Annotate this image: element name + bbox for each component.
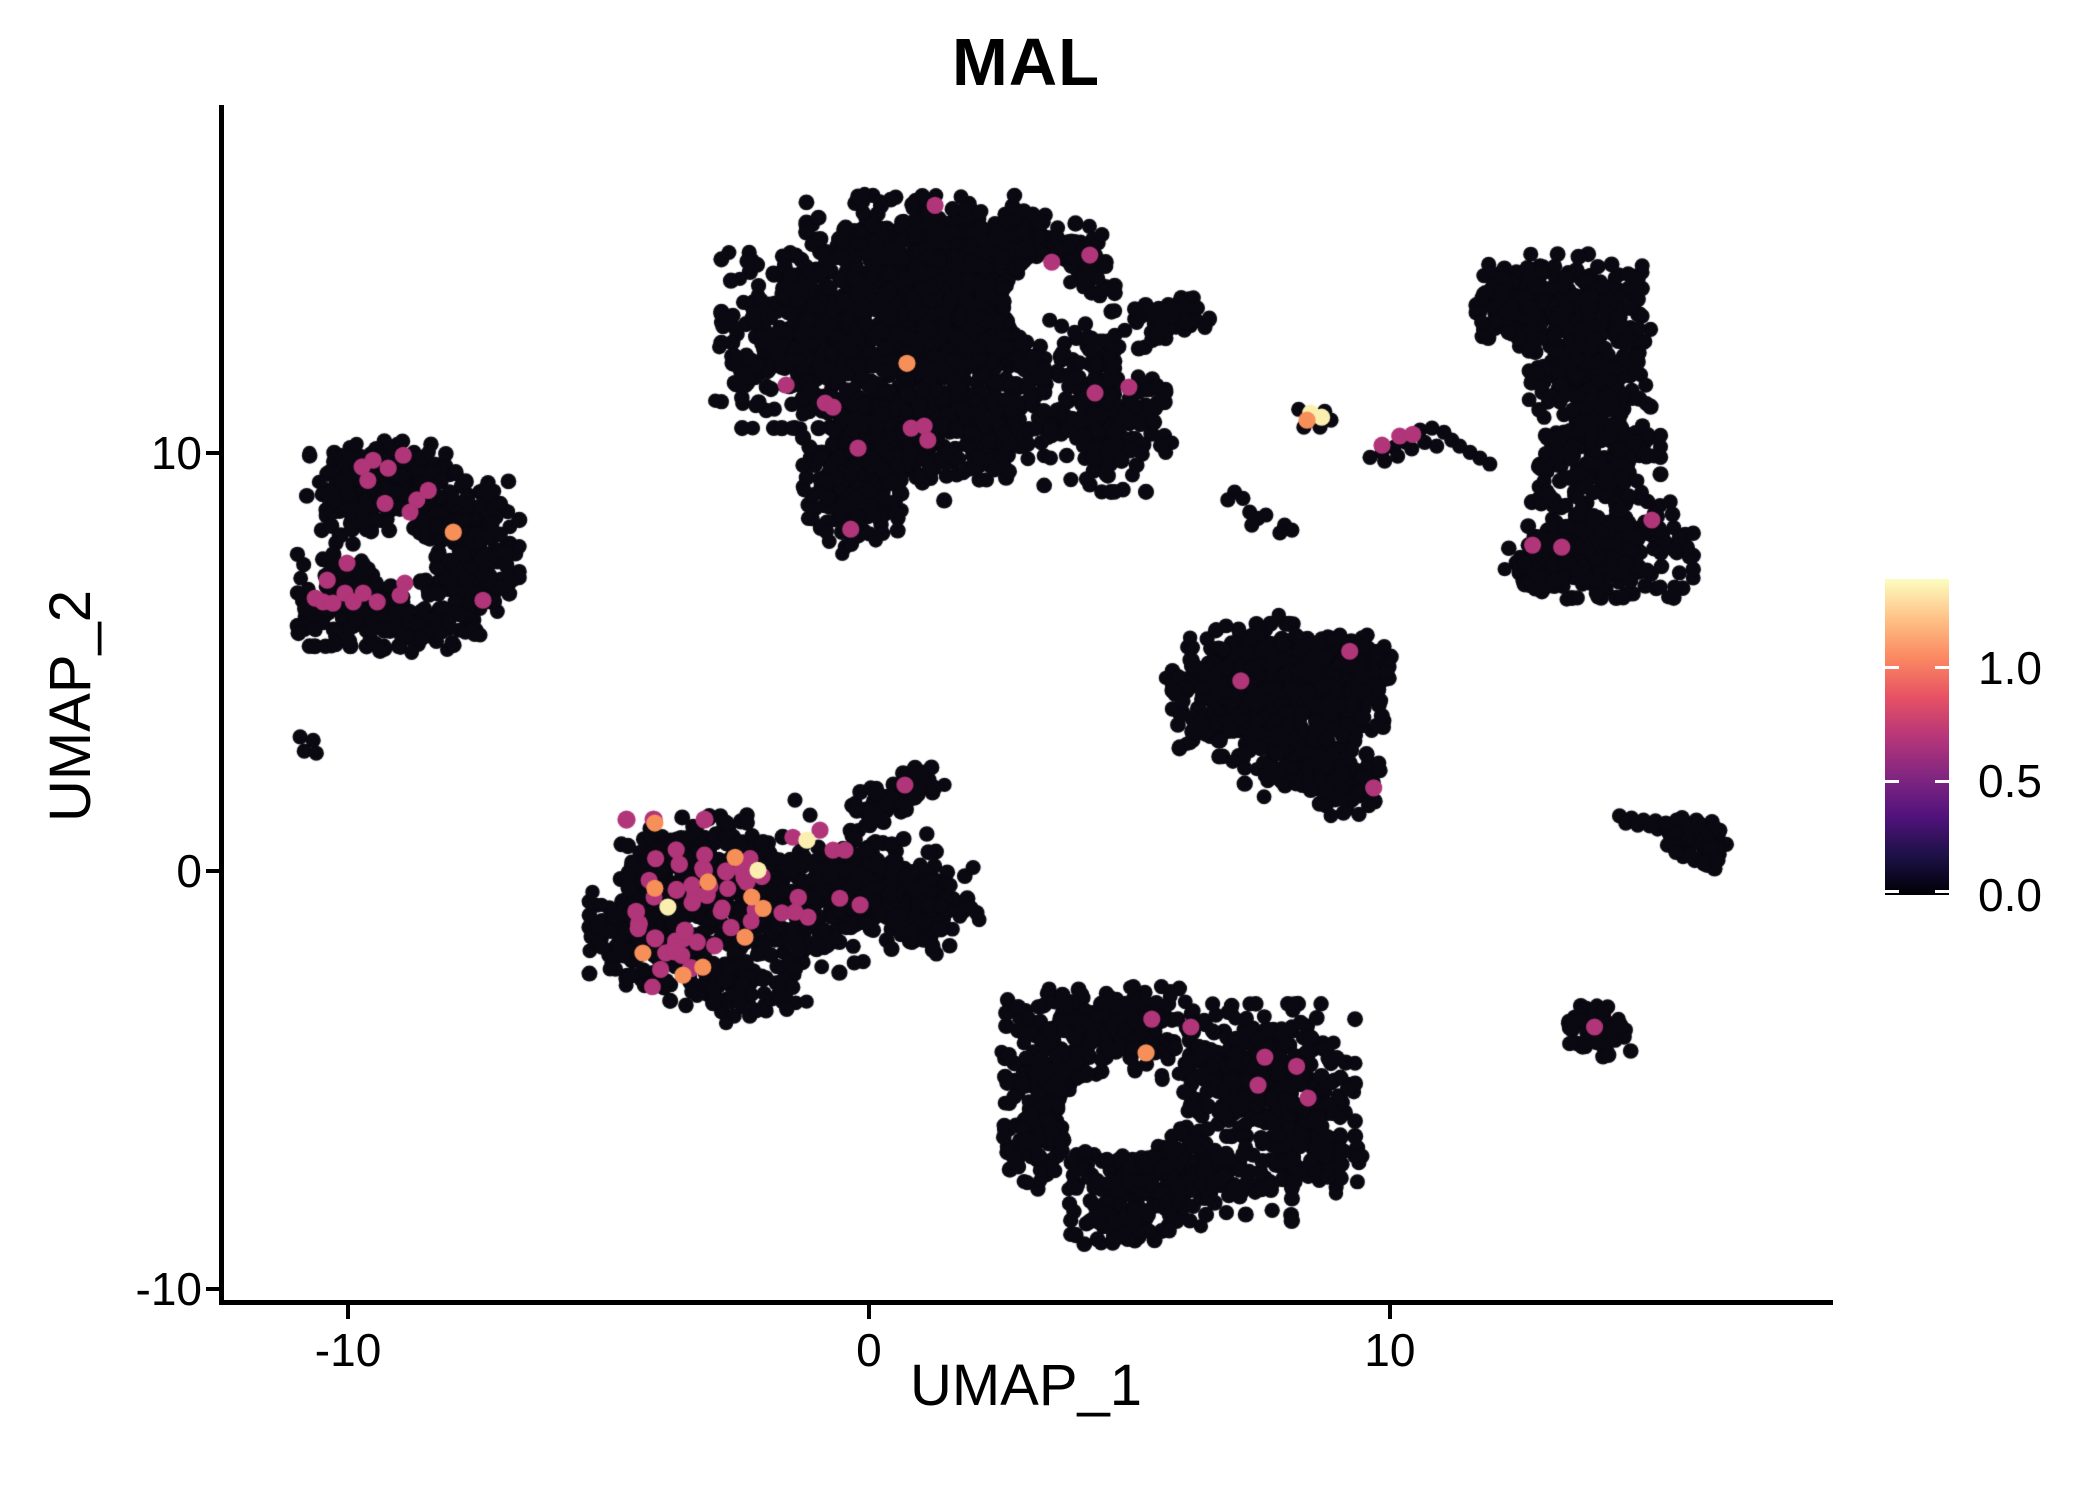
x-tick-label: 10: [1364, 1324, 1416, 1376]
y-axis-line: [219, 105, 224, 1305]
plot-title: MAL: [951, 25, 1101, 100]
y-tick-mark: [206, 869, 220, 874]
x-tick-mark: [1387, 1305, 1392, 1319]
y-tick-label: 0: [176, 845, 202, 898]
x-axis-title: UMAP_1: [909, 1353, 1143, 1418]
y-tick-mark: [206, 451, 220, 456]
x-axis-line: [219, 1300, 1833, 1305]
colorbar-tick-mark: [1885, 889, 1899, 893]
colorbar-tick-mark: [1935, 666, 1949, 670]
colorbar-tick-mark: [1935, 779, 1949, 783]
colorbar-tick-label: 0.5: [1978, 755, 2042, 808]
x-tick-label: 0: [856, 1324, 882, 1376]
y-tick-mark: [206, 1287, 220, 1292]
expression-colorbar: [1885, 579, 1949, 895]
x-tick-mark: [346, 1305, 351, 1319]
x-tick-label: -10: [314, 1324, 382, 1376]
colorbar-tick-mark: [1885, 666, 1899, 670]
y-axis-title: UMAP_2: [38, 589, 103, 823]
y-tick-label: -10: [135, 1263, 202, 1316]
colorbar-tick-mark: [1885, 779, 1899, 783]
x-tick-mark: [866, 1305, 871, 1319]
colorbar-tick-label: 1.0: [1978, 641, 2042, 694]
colorbar-tick-mark: [1935, 889, 1949, 893]
colorbar-tick-label: 0.0: [1978, 869, 2042, 921]
y-tick-label: 10: [150, 427, 202, 480]
